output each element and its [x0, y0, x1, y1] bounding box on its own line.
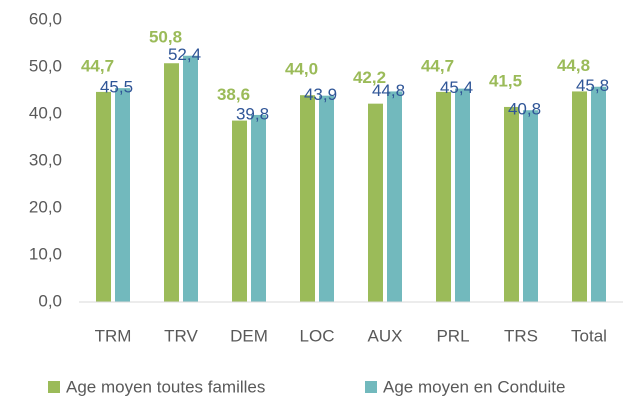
bar — [183, 55, 198, 302]
data-label: 38,6 — [217, 85, 250, 104]
bar — [232, 120, 247, 302]
y-tick-label: 20,0 — [29, 197, 62, 216]
data-label: 44,8 — [557, 56, 590, 75]
data-label: 44,7 — [81, 56, 114, 75]
data-label: 39,8 — [236, 104, 269, 123]
data-label: 41,5 — [489, 71, 522, 90]
legend-label: Age moyen toutes familles — [66, 377, 265, 396]
legend-swatch — [48, 381, 60, 393]
x-tick-label: PRL — [436, 326, 469, 345]
x-tick-label: TRM — [95, 326, 132, 345]
data-label: 44,8 — [372, 81, 405, 100]
data-label: 43,9 — [304, 85, 337, 104]
bar — [164, 63, 179, 302]
y-tick-label: 10,0 — [29, 244, 62, 263]
bar — [591, 86, 606, 303]
bar — [436, 91, 451, 302]
legend-swatch — [365, 381, 377, 393]
x-tick-label: LOC — [300, 326, 335, 345]
bar — [504, 106, 519, 302]
bar — [300, 95, 315, 302]
bar — [572, 91, 587, 302]
data-label: 44,0 — [285, 60, 318, 79]
y-tick-label: 50,0 — [29, 56, 62, 75]
data-label: 44,7 — [421, 56, 454, 75]
data-label: 50,8 — [149, 28, 182, 47]
bar — [319, 95, 334, 302]
bar — [96, 91, 111, 302]
x-tick-label: TRS — [504, 326, 538, 345]
bar — [115, 88, 130, 303]
bar — [523, 110, 538, 303]
y-tick-label: 30,0 — [29, 150, 62, 169]
y-tick-label: 40,0 — [29, 103, 62, 122]
data-label: 45,5 — [100, 78, 133, 97]
x-tick-label: Total — [571, 326, 607, 345]
data-label: 45,8 — [576, 76, 609, 95]
y-tick-label: 0,0 — [38, 291, 62, 310]
bar — [368, 103, 383, 302]
bar — [251, 114, 266, 302]
data-label: 42,2 — [353, 68, 386, 87]
data-label: 40,8 — [508, 100, 541, 119]
y-tick-label: 60,0 — [29, 9, 62, 28]
data-label: 52,4 — [168, 45, 201, 64]
data-label: 45,4 — [440, 78, 473, 97]
x-tick-label: DEM — [230, 326, 268, 345]
legend-label: Age moyen en Conduite — [383, 377, 565, 396]
x-tick-label: TRV — [164, 326, 198, 345]
bar — [387, 91, 402, 302]
x-tick-label: AUX — [368, 326, 403, 345]
bar — [455, 88, 470, 303]
